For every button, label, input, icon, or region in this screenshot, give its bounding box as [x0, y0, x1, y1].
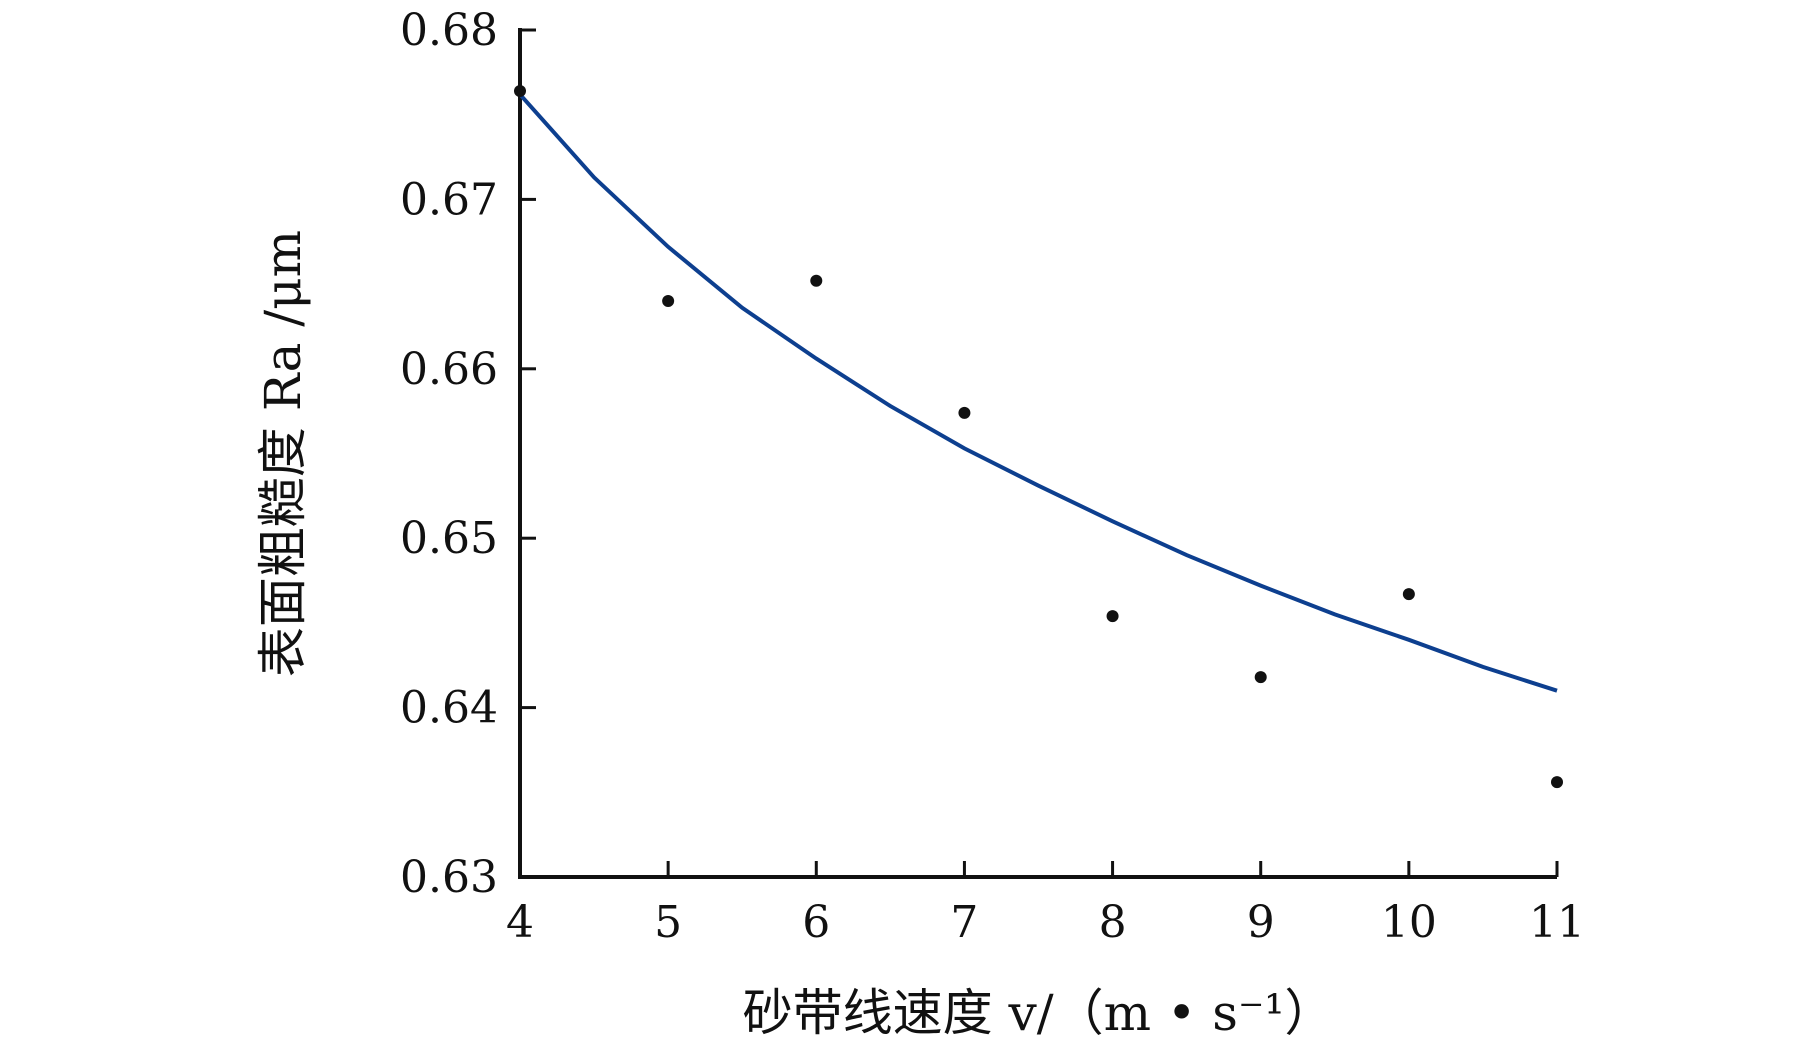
x-ticks: 4 5 6 7 8 9 10 11	[506, 861, 1585, 948]
data-point	[810, 274, 823, 287]
x-tick-label: 4	[506, 897, 534, 948]
x-tick-label: 8	[1099, 897, 1127, 948]
x-tick-label: 11	[1529, 897, 1585, 948]
x-tick-label: 7	[950, 897, 978, 948]
x-tick-label: 6	[802, 897, 830, 948]
x-tick-label: 5	[654, 897, 682, 948]
y-axis-title: 表面粗糙度 Ra /μm	[254, 230, 312, 677]
y-tick-label: 0.68	[400, 5, 498, 56]
data-point	[662, 295, 675, 308]
x-tick-label: 9	[1247, 897, 1275, 948]
x-tick-label: 10	[1381, 897, 1437, 948]
data-point	[1402, 588, 1415, 601]
y-tick-label: 0.64	[400, 683, 498, 734]
data-point	[514, 84, 526, 97]
data-point	[958, 406, 971, 419]
y-tick-label: 0.63	[400, 852, 498, 903]
data-point	[1551, 776, 1563, 789]
x-axis-title: 砂带线速度 v/（m • s⁻¹）	[743, 984, 1335, 1042]
plot-axes	[518, 28, 1557, 879]
fit-curve	[518, 93, 1558, 693]
y-tick-label: 0.65	[400, 513, 498, 564]
y-tick-label: 0.66	[400, 344, 498, 395]
y-ticks: 0.63 0.64 0.65 0.66 0.67 0.68	[400, 5, 536, 903]
data-point	[1254, 671, 1267, 684]
data-point	[1106, 610, 1119, 623]
data-points	[514, 84, 1563, 789]
y-tick-label: 0.67	[400, 174, 498, 225]
